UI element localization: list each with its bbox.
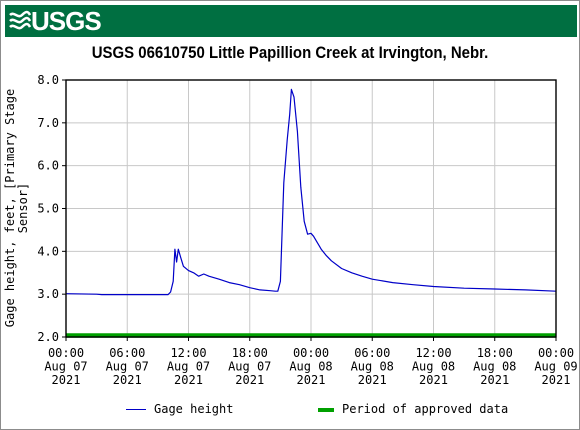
x-tick-label: 00:00 bbox=[48, 346, 84, 360]
x-tick-label: 06:00 bbox=[354, 346, 390, 360]
usgs-wave-icon bbox=[9, 10, 31, 30]
x-tick-label: 2021 bbox=[542, 373, 571, 387]
x-tick-label: 2021 bbox=[235, 373, 264, 387]
y-tick-label: 8.0 bbox=[37, 73, 59, 87]
y-tick-label: 6.0 bbox=[37, 159, 59, 173]
usgs-logo-text: USGS bbox=[31, 6, 102, 36]
chart-title: USGS 06610750 Little Papillion Creek at … bbox=[91, 43, 489, 62]
x-tick-label: 2021 bbox=[52, 373, 81, 387]
x-tick-label: 12:00 bbox=[170, 346, 206, 360]
x-tick-label: 06:00 bbox=[109, 346, 145, 360]
x-tick-label: 00:00 bbox=[293, 346, 329, 360]
gage-height-line bbox=[65, 88, 557, 296]
y-tick-label: 3.0 bbox=[37, 287, 59, 301]
x-tick-label: Aug 08 bbox=[351, 360, 394, 374]
x-tick-label: 00:00 bbox=[538, 346, 574, 360]
y-tick-label: 5.0 bbox=[37, 202, 59, 216]
y-tick-labels: 2.0 3.0 4.0 5.0 6.0 7.0 8.0 bbox=[37, 73, 59, 344]
y-tick-label: 7.0 bbox=[37, 116, 59, 130]
x-tick-label: 2021 bbox=[297, 373, 326, 387]
x-tick-label: Aug 09 bbox=[534, 360, 577, 374]
x-tick-label: Aug 08 bbox=[412, 360, 455, 374]
x-tick-label: Aug 07 bbox=[167, 360, 210, 374]
legend-item-approved-period: Period of approved data bbox=[318, 402, 508, 416]
legend-swatch-gage-height bbox=[126, 409, 146, 410]
x-tick-label: Aug 07 bbox=[228, 360, 271, 374]
x-tick-label: Aug 08 bbox=[289, 360, 332, 374]
grid-lines bbox=[65, 79, 557, 338]
x-tick-label: Aug 08 bbox=[473, 360, 516, 374]
usgs-banner: USGS bbox=[5, 5, 577, 37]
axis-ticks bbox=[62, 79, 557, 341]
x-tick-label: 18:00 bbox=[232, 346, 268, 360]
x-tick-label: 2021 bbox=[480, 373, 509, 387]
x-tick-label: 12:00 bbox=[415, 346, 451, 360]
legend-swatch-approved-period bbox=[318, 407, 334, 412]
x-tick-label: 2021 bbox=[174, 373, 203, 387]
y-tick-label: 2.0 bbox=[37, 330, 59, 344]
x-tick-label: Aug 07 bbox=[44, 360, 87, 374]
usgs-logo[interactable]: USGS bbox=[7, 7, 117, 35]
legend-label-approved-period: Period of approved data bbox=[342, 402, 509, 416]
x-tick-label: 2021 bbox=[113, 373, 142, 387]
x-tick-label: 18:00 bbox=[477, 346, 513, 360]
legend-label-gage-height: Gage height bbox=[154, 402, 234, 416]
x-tick-label: 2021 bbox=[419, 373, 448, 387]
series-layer bbox=[65, 88, 557, 338]
x-tick-label: 2021 bbox=[358, 373, 387, 387]
legend-item-gage-height: Gage height bbox=[126, 402, 233, 416]
x-tick-label: Aug 07 bbox=[106, 360, 149, 374]
y-tick-label: 4.0 bbox=[37, 244, 59, 258]
